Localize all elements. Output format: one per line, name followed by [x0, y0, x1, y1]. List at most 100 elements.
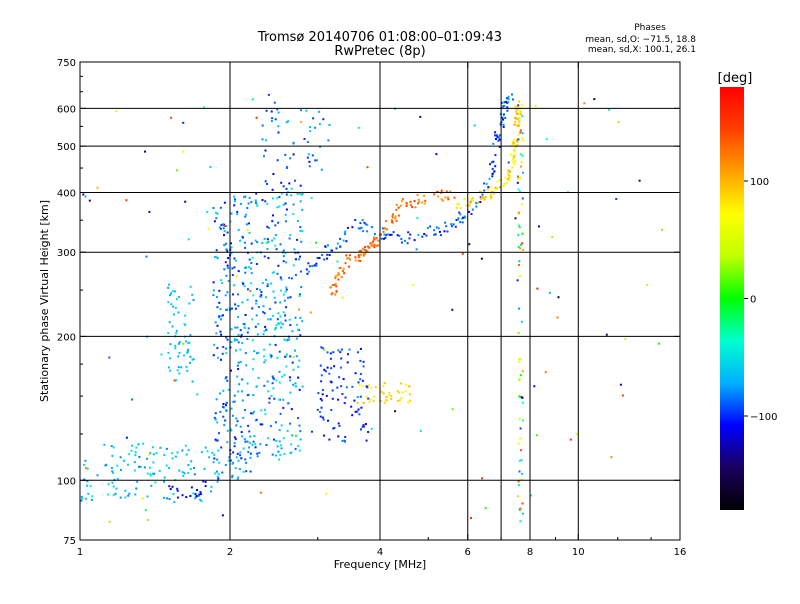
- scatter-point: [521, 197, 524, 200]
- scatter-point: [342, 378, 345, 380]
- scatter-point: [517, 495, 519, 498]
- scatter-point: [261, 242, 264, 244]
- scatter-point: [409, 233, 412, 236]
- scatter-point: [299, 270, 302, 273]
- scatter-point: [340, 366, 342, 369]
- stats-line-x: mean, sd,X: 100.1, 26.1: [588, 45, 696, 55]
- scatter-point: [370, 242, 373, 245]
- scatter-point: [182, 121, 185, 124]
- scatter-point: [518, 470, 521, 473]
- scatter-point: [340, 348, 343, 351]
- scatter-point: [244, 246, 247, 249]
- scatter-point: [516, 112, 519, 115]
- scatter-point: [282, 406, 285, 409]
- scatter-point: [199, 498, 202, 501]
- scatter-point: [284, 355, 287, 358]
- scatter-point: [218, 461, 221, 464]
- scatter-point: [502, 105, 505, 108]
- scatter-point: [615, 198, 618, 200]
- scatter-point: [520, 449, 523, 452]
- scatter-point: [503, 105, 506, 107]
- scatter-point: [178, 341, 181, 344]
- scatter-point: [220, 315, 223, 317]
- scatter-point: [271, 117, 274, 120]
- scatter-point: [499, 134, 501, 137]
- scatter-point: [282, 255, 285, 258]
- scatter-point: [168, 321, 171, 324]
- scatter-point: [276, 206, 279, 209]
- scatter-point: [451, 408, 454, 411]
- scatter-point: [265, 296, 267, 299]
- scatter-point: [502, 118, 504, 121]
- scatter-point: [236, 452, 239, 455]
- scatter-point: [520, 242, 523, 245]
- scatter-point: [107, 483, 110, 486]
- scatter-point: [146, 519, 149, 521]
- scatter-point: [274, 328, 276, 331]
- scatter-point: [251, 339, 254, 342]
- scatter-point: [349, 258, 351, 261]
- scatter-point: [489, 186, 492, 189]
- scatter-point: [134, 454, 137, 457]
- scatter-point: [276, 356, 279, 359]
- scatter-point: [354, 259, 357, 262]
- scatter-point: [538, 225, 540, 228]
- scatter-point: [518, 459, 521, 462]
- scatter-point: [267, 240, 270, 243]
- scatter-point: [184, 200, 187, 203]
- scatter-point: [191, 380, 194, 383]
- scatter-point: [146, 495, 149, 498]
- scatter-point: [369, 398, 372, 401]
- scatter-point: [327, 139, 330, 142]
- y-axis-label: Stationary phase Virtual Height [km]: [38, 200, 51, 402]
- scatter-point: [255, 418, 258, 421]
- scatter-point: [400, 241, 403, 244]
- scatter-point: [320, 399, 323, 402]
- scatter-point: [314, 126, 317, 129]
- scatter-point: [495, 187, 498, 189]
- scatter-point: [247, 327, 250, 330]
- scatter-point: [465, 204, 468, 207]
- scatter-point: [336, 260, 339, 263]
- scatter-point: [175, 379, 178, 382]
- scatter-point: [384, 236, 387, 239]
- scatter-point: [512, 157, 515, 160]
- scatter-point: [168, 467, 171, 470]
- scatter-point: [240, 431, 243, 434]
- scatter-point: [463, 215, 466, 218]
- scatter-point: [264, 149, 267, 152]
- scatter-point: [361, 219, 364, 222]
- scatter-point: [180, 366, 183, 369]
- scatter-point: [382, 392, 385, 395]
- scatter-point: [328, 254, 331, 256]
- scatter-point: [394, 410, 397, 413]
- scatter-point: [297, 445, 300, 448]
- scatter-point: [288, 182, 291, 185]
- scatter-point: [518, 264, 520, 266]
- scatter-point: [281, 375, 283, 378]
- chart-title: Tromsø 20140706 01:08:00–01:09:43: [257, 30, 502, 45]
- scatter-point: [339, 245, 341, 248]
- scatter-point: [278, 381, 281, 384]
- scatter-point: [316, 408, 319, 411]
- scatter-point: [234, 303, 237, 306]
- scatter-point: [359, 373, 362, 375]
- scatter-point: [480, 197, 482, 200]
- scatter-point: [319, 364, 322, 367]
- scatter-point: [133, 461, 136, 464]
- scatter-point: [220, 279, 223, 282]
- scatter-point: [236, 213, 239, 216]
- y-tick-label: 500: [57, 142, 76, 153]
- scatter-point: [299, 192, 302, 195]
- scatter-point: [112, 485, 115, 488]
- scatter-point: [499, 178, 502, 181]
- scatter-point: [441, 199, 444, 202]
- scatter-point: [520, 110, 522, 113]
- scatter-point: [299, 200, 302, 203]
- scatter-point: [405, 204, 408, 207]
- scatter-point: [513, 154, 516, 156]
- scatter-point: [152, 461, 155, 464]
- scatter-point: [212, 354, 215, 357]
- scatter-point: [125, 199, 128, 202]
- scatter-point: [222, 346, 225, 348]
